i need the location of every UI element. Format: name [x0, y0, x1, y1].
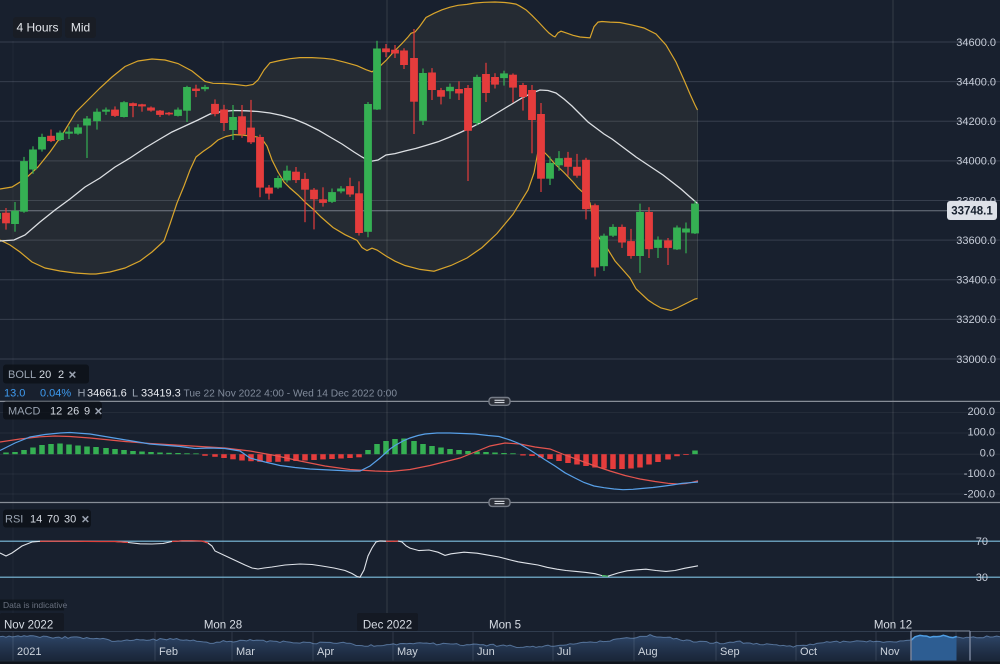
svg-text:26: 26 — [67, 406, 79, 418]
svg-text:BOLL: BOLL — [8, 369, 36, 381]
svg-text:33400.0: 33400.0 — [956, 275, 996, 287]
svg-text:Mon 5: Mon 5 — [489, 620, 521, 632]
svg-text:Oct: Oct — [800, 646, 817, 658]
svg-text:0.0: 0.0 — [980, 447, 995, 459]
svg-text:0.04%: 0.04% — [40, 388, 71, 400]
svg-text:RSI: RSI — [5, 514, 23, 526]
svg-text:Apr: Apr — [317, 646, 334, 658]
svg-text:H: H — [78, 388, 86, 400]
svg-text:Data is indicative: Data is indicative — [3, 600, 68, 610]
svg-text:✕: ✕ — [81, 514, 90, 526]
svg-text:2: 2 — [58, 369, 64, 381]
svg-text:12: 12 — [50, 406, 62, 418]
svg-text:May: May — [397, 646, 418, 658]
svg-text:L: L — [132, 388, 138, 400]
svg-text:20: 20 — [39, 369, 51, 381]
svg-text:9: 9 — [84, 406, 90, 418]
svg-text:200.0: 200.0 — [967, 406, 995, 418]
svg-text:Jul: Jul — [557, 646, 571, 658]
svg-text:13.0: 13.0 — [4, 388, 25, 400]
svg-text:Mon 28: Mon 28 — [204, 620, 242, 632]
svg-text:70: 70 — [976, 536, 988, 548]
svg-text:33419.3: 33419.3 — [141, 388, 181, 400]
svg-text:33000.0: 33000.0 — [956, 354, 996, 366]
svg-text:34200.0: 34200.0 — [956, 116, 996, 128]
svg-text:33748.1: 33748.1 — [951, 205, 993, 217]
svg-text:✕: ✕ — [94, 406, 103, 418]
svg-text:Aug: Aug — [638, 646, 658, 658]
svg-text:34661.6: 34661.6 — [87, 388, 127, 400]
svg-text:Dec 2022: Dec 2022 — [363, 620, 412, 632]
svg-text:30: 30 — [64, 514, 76, 526]
svg-text:70: 70 — [47, 514, 59, 526]
svg-text:Feb: Feb — [159, 646, 178, 658]
svg-text:34000.0: 34000.0 — [956, 156, 996, 168]
svg-text:Jun: Jun — [477, 646, 495, 658]
svg-text:30: 30 — [976, 572, 988, 584]
svg-text:2021: 2021 — [17, 646, 41, 658]
svg-text:Tue 22 Nov 2022 4:00 - Wed 14: Tue 22 Nov 2022 4:00 - Wed 14 Dec 2022 0… — [184, 389, 398, 400]
svg-text:33600.0: 33600.0 — [956, 235, 996, 247]
svg-text:MACD: MACD — [8, 406, 40, 418]
svg-text:Nov: Nov — [880, 646, 900, 658]
svg-text:Nov 2022: Nov 2022 — [4, 620, 53, 632]
svg-text:14: 14 — [30, 514, 42, 526]
svg-text:-100.0: -100.0 — [964, 468, 995, 480]
svg-text:100.0: 100.0 — [967, 426, 995, 438]
svg-text:Sep: Sep — [720, 646, 740, 658]
svg-text:34600.0: 34600.0 — [956, 37, 996, 49]
svg-text:34400.0: 34400.0 — [956, 76, 996, 88]
svg-text:✕: ✕ — [68, 370, 77, 382]
svg-text:Mid: Mid — [71, 21, 90, 35]
svg-text:4 Hours: 4 Hours — [16, 21, 58, 35]
svg-text:Mar: Mar — [236, 646, 255, 658]
svg-text:Mon 12: Mon 12 — [874, 620, 912, 632]
svg-text:-200.0: -200.0 — [964, 489, 995, 501]
svg-text:33200.0: 33200.0 — [956, 314, 996, 326]
